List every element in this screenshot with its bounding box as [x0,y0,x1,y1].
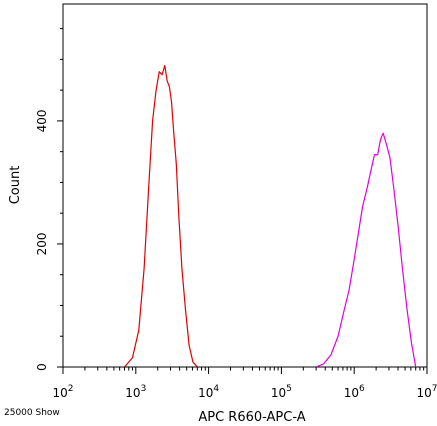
y-tick-label: 0 [35,363,49,371]
plot-area [62,3,428,368]
y-axis-label: Count [8,166,23,205]
x-tick-label: 103 [125,384,146,400]
plot-frame [62,3,428,368]
x-tick-label: 107 [416,384,437,400]
x-tick-label: 105 [271,384,292,400]
series-line-2 [315,132,417,368]
series-layer [124,64,417,368]
y-axis: 0 200 400 [35,28,63,371]
y-tick-label: 400 [35,109,49,132]
series-line-1 [124,64,198,368]
y-tick-label: 200 [35,232,49,255]
x-axis-label: APC R660-APC-A [198,410,305,425]
x-tick-label: 104 [198,384,219,400]
footer-note: 25000 Show [4,408,60,418]
x-axis: 102 103 104 105 106 107 [52,367,437,400]
x-tick-label: 106 [344,384,365,400]
x-tick-label: 102 [52,384,73,400]
